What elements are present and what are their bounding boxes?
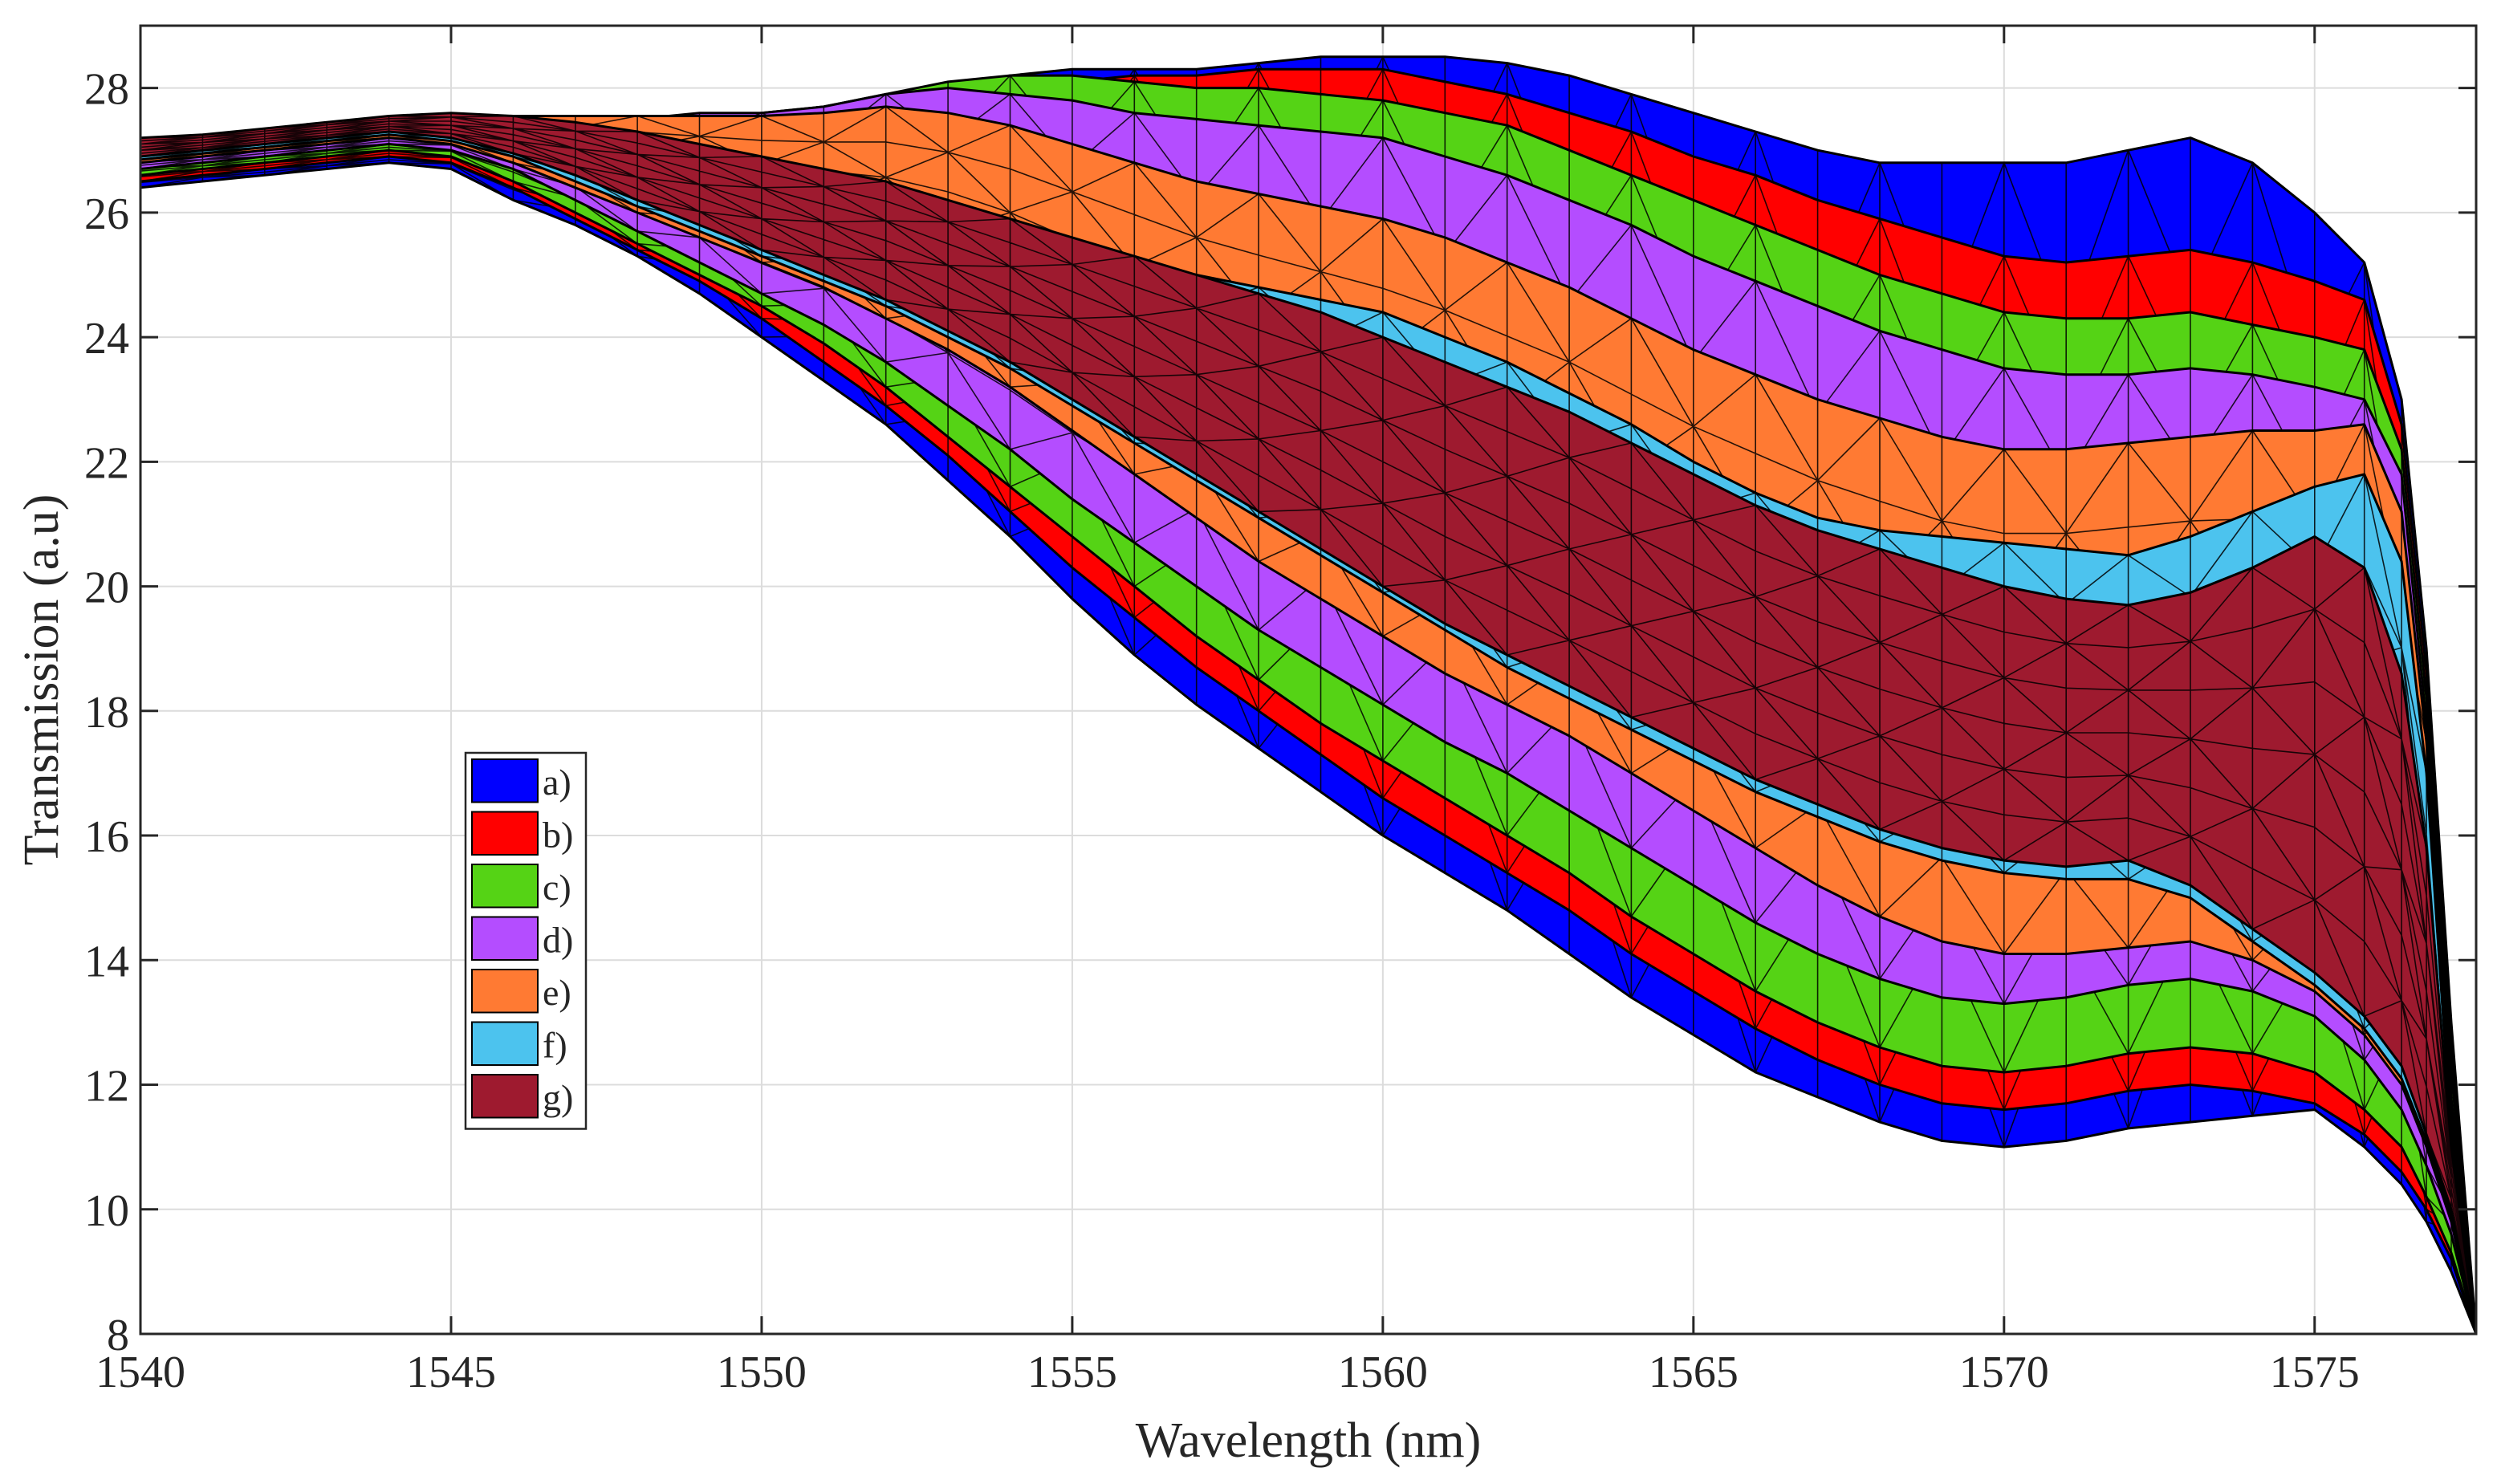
y-tick-label: 24 (84, 314, 129, 364)
legend-label: c) (543, 867, 571, 908)
y-tick-label: 12 (84, 1062, 129, 1112)
series-mesh (140, 112, 2476, 1334)
series-g (140, 112, 2476, 1334)
y-tick-label: 14 (84, 937, 129, 986)
y-tick-label: 20 (84, 563, 129, 613)
plot-frame (139, 24, 2478, 1336)
y-tick-label: 18 (84, 688, 129, 738)
legend: a) b) c) d) e) f) g) (464, 751, 588, 1130)
y-axis-title: Transmission (a.u) (14, 494, 69, 866)
x-tick-label: 1560 (1338, 1348, 1428, 1397)
legend-swatch (471, 916, 539, 961)
x-tick-label: 1555 (1027, 1348, 1117, 1397)
x-tick-label: 1570 (1959, 1348, 2049, 1397)
legend-swatch (471, 811, 539, 856)
legend-label: g) (543, 1077, 573, 1118)
axis-ticks: 1540 1545 1550 1555 1560 1565 1570 1575 8 10 12 14 1… (84, 26, 2476, 1397)
legend-swatch (471, 758, 539, 803)
y-tick-label: 22 (84, 438, 129, 488)
legend-swatch (471, 1021, 539, 1066)
legend-label: f) (543, 1025, 567, 1066)
legend-swatch (471, 864, 539, 909)
x-tick-label: 1575 (2270, 1348, 2360, 1397)
y-tick-label: 8 (107, 1311, 129, 1360)
legend-label: a) (543, 762, 571, 803)
x-axis-title: Wavelength (nm) (1136, 1413, 1482, 1468)
x-tick-label: 1545 (406, 1348, 496, 1397)
legend-label: d) (543, 920, 573, 961)
y-tick-label: 28 (84, 65, 129, 115)
x-tick-label: 1550 (717, 1348, 807, 1397)
legend-swatch (471, 969, 539, 1014)
x-tick-label: 1540 (96, 1348, 185, 1397)
series-layer (140, 55, 2476, 1334)
y-tick-label: 16 (84, 812, 129, 862)
legend-label: e) (543, 972, 571, 1013)
x-tick-label: 1565 (1649, 1348, 1739, 1397)
legend-swatch (471, 1074, 539, 1119)
y-tick-label: 26 (84, 189, 129, 239)
legend-label: b) (543, 815, 573, 856)
y-tick-label: 10 (84, 1186, 129, 1236)
